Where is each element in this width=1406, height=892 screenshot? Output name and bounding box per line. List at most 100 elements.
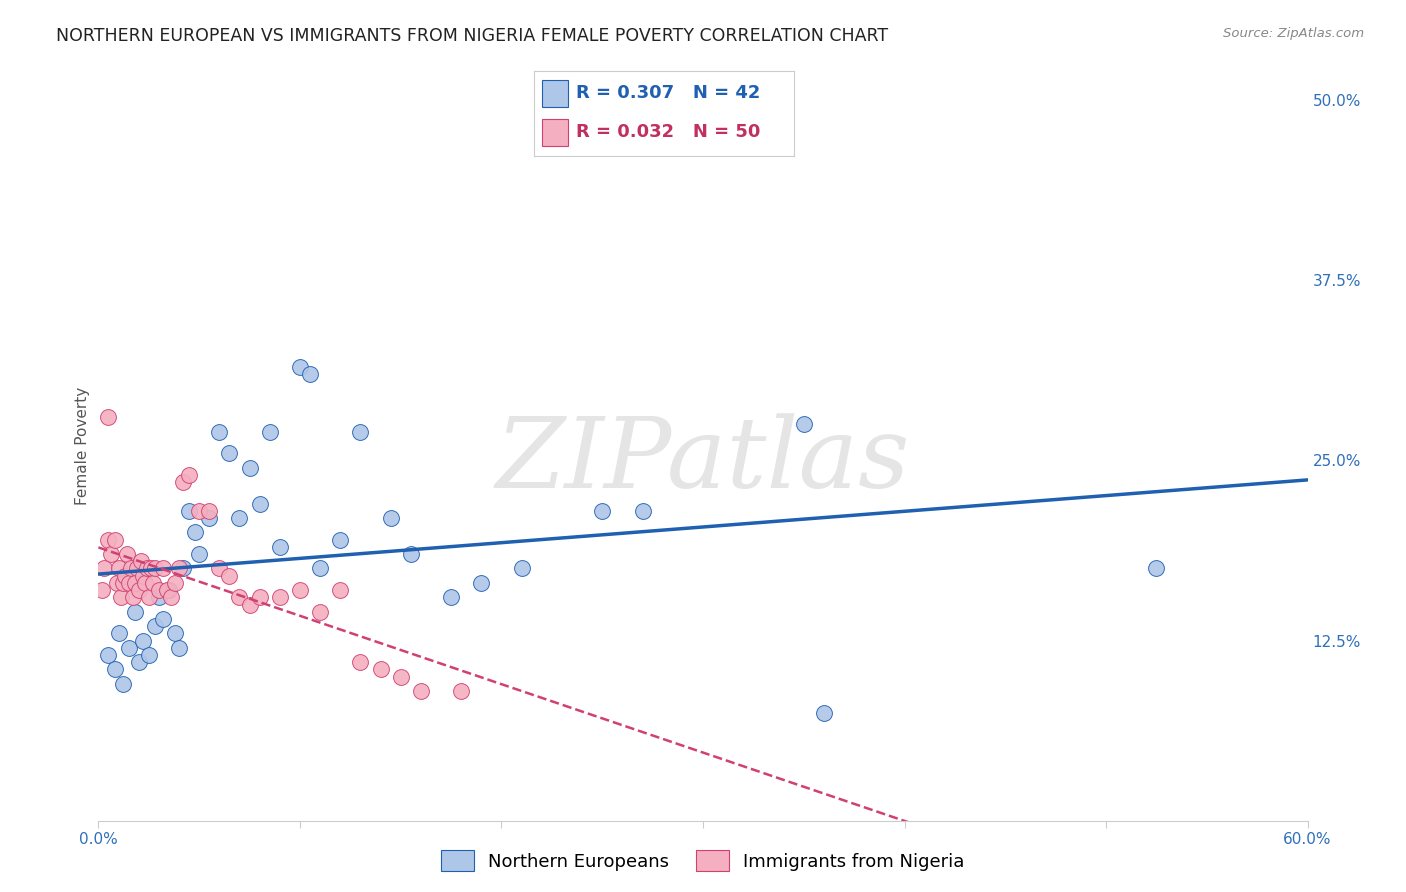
Point [134,575,156,590]
Point [288,359,311,374]
Point [111,575,134,590]
Point [409,684,432,698]
Point [269,540,291,554]
Point [120,561,142,575]
Point [148,583,170,598]
Point [793,417,815,432]
Legend: Northern Europeans, Immigrants from Nigeria: Northern Europeans, Immigrants from Nige… [434,843,972,879]
Point [249,591,271,605]
Point [97,410,120,425]
Point [128,583,150,598]
Point [239,460,262,475]
Point [249,497,271,511]
Text: ZIPatlas: ZIPatlas [496,413,910,508]
Point [157,583,180,598]
Point [1146,561,1168,575]
Point [184,525,207,540]
Point [118,640,141,655]
Point [228,511,250,525]
Point [208,425,231,439]
Point [470,575,492,590]
Point [115,547,138,561]
Point [160,591,183,605]
Point [269,591,291,605]
FancyBboxPatch shape [543,80,568,107]
Point [107,626,129,640]
Point [591,504,613,518]
Point [139,561,162,575]
Text: R = 0.032   N = 50: R = 0.032 N = 50 [576,123,761,141]
Point [349,655,371,669]
Point [299,367,322,381]
Point [118,575,141,590]
Point [100,547,122,561]
Point [97,648,120,662]
Point [228,591,250,605]
Point [198,504,221,518]
Point [172,561,194,575]
Point [218,446,240,460]
Point [105,575,128,590]
Point [152,612,174,626]
Y-axis label: Female Poverty: Female Poverty [75,387,90,505]
Point [114,568,136,582]
Point [93,561,115,575]
Point [188,504,211,518]
Point [129,554,152,568]
Point [156,583,179,598]
Point [510,561,533,575]
Point [138,591,160,605]
Point [132,568,155,582]
Point [143,619,166,633]
Point [125,561,148,575]
Point [103,662,125,676]
Point [111,677,134,691]
Point [148,591,170,605]
Point [107,561,129,575]
Point [631,504,654,518]
Point [163,626,186,640]
Point [198,511,221,525]
Point [370,662,392,676]
Point [309,561,332,575]
Point [121,591,143,605]
Point [135,561,157,575]
Point [103,533,125,547]
Point [179,467,201,482]
Point [172,475,194,489]
Point [91,583,114,598]
Point [152,561,174,575]
Point [208,561,231,575]
Point [349,425,371,439]
Point [142,575,165,590]
Point [124,605,146,619]
Point [179,504,201,518]
Point [329,533,352,547]
Point [110,591,132,605]
Point [288,583,311,598]
Text: NORTHERN EUROPEAN VS IMMIGRANTS FROM NIGERIA FEMALE POVERTY CORRELATION CHART: NORTHERN EUROPEAN VS IMMIGRANTS FROM NIG… [56,27,889,45]
Point [97,533,120,547]
Point [380,511,402,525]
Point [124,575,146,590]
Point [399,547,422,561]
Point [138,648,160,662]
Point [143,561,166,575]
Point [239,598,262,612]
Point [218,568,240,582]
Point [450,684,472,698]
Point [167,561,190,575]
FancyBboxPatch shape [543,119,568,146]
Point [132,633,155,648]
Point [440,591,463,605]
Point [389,669,412,683]
Point [309,605,332,619]
Text: R = 0.307   N = 42: R = 0.307 N = 42 [576,85,761,103]
Point [259,425,281,439]
Point [188,547,211,561]
Text: Source: ZipAtlas.com: Source: ZipAtlas.com [1223,27,1364,40]
Point [167,640,190,655]
Point [128,655,150,669]
Point [329,583,352,598]
Point [163,575,186,590]
